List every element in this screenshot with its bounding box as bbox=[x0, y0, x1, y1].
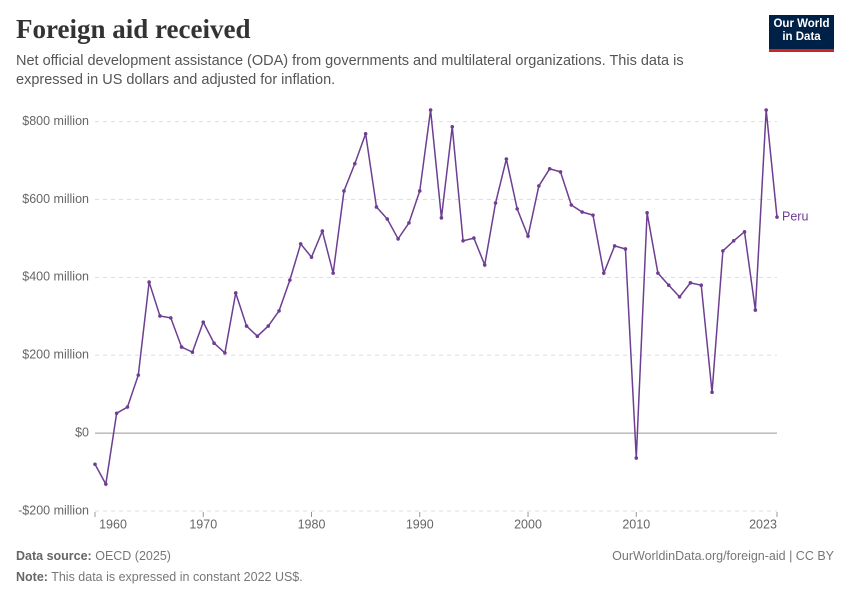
data-point bbox=[710, 390, 714, 395]
data-point bbox=[634, 456, 639, 460]
data-point bbox=[266, 324, 271, 328]
x-tick-label: 1980 bbox=[298, 517, 326, 531]
y-tick-label: $400 million bbox=[22, 270, 89, 284]
data-point bbox=[104, 482, 108, 486]
data-point bbox=[342, 189, 346, 193]
data-point bbox=[158, 314, 162, 318]
data-point bbox=[309, 255, 314, 259]
data-point bbox=[699, 283, 704, 287]
y-tick-label: $200 million bbox=[22, 348, 89, 362]
data-point bbox=[504, 157, 509, 161]
data-point bbox=[385, 217, 390, 221]
y-tick-label: $800 million bbox=[22, 114, 89, 128]
data-point bbox=[645, 210, 649, 215]
data-point bbox=[298, 242, 303, 246]
series-line bbox=[94, 109, 778, 487]
data-point bbox=[677, 295, 682, 299]
data-point bbox=[461, 239, 465, 243]
data-point bbox=[569, 203, 574, 207]
data-point bbox=[601, 271, 606, 275]
source-label: Data source: bbox=[16, 549, 92, 563]
data-point bbox=[721, 249, 725, 253]
data-point bbox=[526, 234, 530, 238]
data-point bbox=[428, 108, 433, 112]
data-point bbox=[493, 201, 498, 205]
data-point bbox=[688, 281, 693, 285]
logo[interactable]: Our World in Data bbox=[769, 15, 834, 52]
data-point bbox=[93, 462, 97, 467]
x-tick-label: 1970 bbox=[189, 517, 217, 531]
data-point bbox=[656, 271, 660, 275]
data-point bbox=[580, 210, 584, 214]
data-point bbox=[537, 184, 541, 188]
data-point bbox=[623, 247, 628, 251]
data-point bbox=[288, 278, 292, 282]
data-point bbox=[331, 271, 335, 275]
chart-title: Foreign aid received bbox=[16, 14, 251, 44]
chart-subtitle: Net official development assistance (ODA… bbox=[16, 53, 684, 88]
data-point bbox=[179, 345, 184, 349]
logo-text: in Data bbox=[782, 31, 821, 43]
data-point bbox=[591, 213, 595, 217]
data-point bbox=[374, 205, 379, 209]
data-point bbox=[472, 236, 476, 240]
data-point bbox=[515, 207, 519, 211]
data-point bbox=[125, 405, 130, 409]
data-point bbox=[136, 373, 141, 377]
y-tick-label: $0 bbox=[75, 425, 89, 439]
note-text: This data is expressed in constant 2022 … bbox=[51, 570, 303, 584]
data-point bbox=[147, 280, 151, 284]
y-tick-label: $600 million bbox=[22, 192, 89, 206]
note-label: Note: bbox=[16, 570, 48, 584]
data-point bbox=[547, 166, 552, 171]
data-point bbox=[775, 215, 779, 219]
series-label: Peru bbox=[782, 209, 808, 223]
data-point bbox=[407, 221, 411, 225]
data-point bbox=[201, 320, 206, 324]
x-tick-label: 2023 bbox=[749, 517, 777, 531]
x-tick-label: 2000 bbox=[514, 517, 542, 531]
data-point bbox=[753, 308, 758, 312]
data-point bbox=[396, 237, 400, 241]
data-point bbox=[742, 230, 747, 234]
data-point bbox=[363, 131, 368, 136]
source: Data source: OECD (2025) bbox=[16, 549, 171, 563]
data-point bbox=[223, 351, 227, 355]
url[interactable]: OurWorldinData.org/foreign-aid | CC BY bbox=[612, 549, 834, 563]
note: Note: This data is expressed in constant… bbox=[16, 570, 303, 584]
data-point bbox=[439, 216, 444, 220]
data-point bbox=[482, 263, 487, 267]
data-point bbox=[558, 170, 563, 174]
source-text: OECD (2025) bbox=[95, 549, 171, 563]
data-point bbox=[731, 239, 736, 243]
y-tick-label: -$200 million bbox=[18, 503, 89, 517]
data-point bbox=[114, 411, 119, 416]
data-point bbox=[212, 341, 216, 346]
data-point bbox=[450, 124, 455, 129]
data-point bbox=[764, 108, 768, 112]
logo-text: Our World bbox=[773, 18, 830, 30]
data-point bbox=[612, 244, 617, 248]
data-point bbox=[666, 283, 671, 287]
data-point bbox=[353, 161, 357, 166]
data-point bbox=[233, 291, 238, 295]
data-point bbox=[244, 324, 249, 328]
x-tick-label: 2010 bbox=[622, 517, 650, 531]
data-point bbox=[168, 316, 173, 320]
data-point bbox=[277, 309, 281, 313]
x-tick-label: 1990 bbox=[406, 517, 434, 531]
data-point bbox=[255, 334, 260, 338]
data-point bbox=[190, 350, 195, 354]
x-tick-label: 1960 bbox=[99, 517, 127, 531]
data-point bbox=[417, 189, 422, 193]
data-point bbox=[320, 229, 325, 233]
